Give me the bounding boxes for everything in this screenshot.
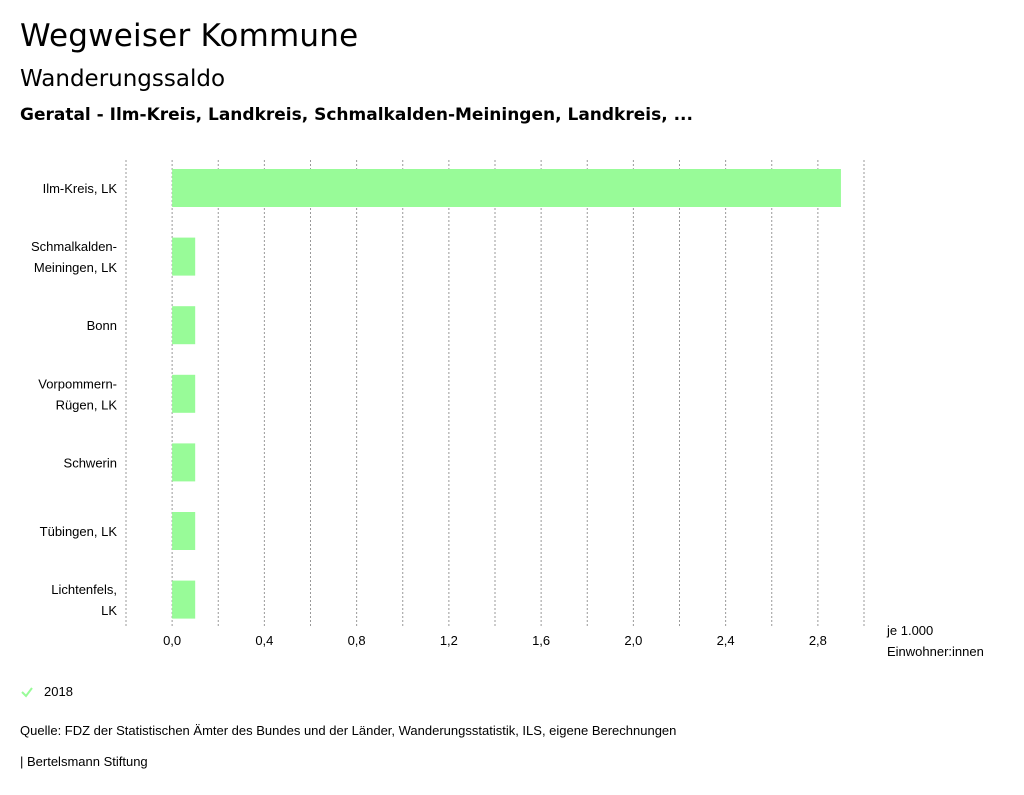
- category-label: Rügen, LK: [56, 397, 118, 412]
- bar[interactable]: [172, 512, 196, 550]
- bar[interactable]: [172, 443, 196, 482]
- bar[interactable]: [172, 306, 196, 345]
- bar[interactable]: [172, 169, 841, 207]
- tick-label: 1,6: [532, 633, 550, 648]
- category-label: Schwerin: [64, 455, 117, 470]
- bar[interactable]: [172, 580, 196, 619]
- grid-lines: [125, 160, 865, 628]
- unit-label-line: Einwohner:innen: [887, 644, 984, 659]
- category-label: Tübingen, LK: [40, 524, 118, 539]
- category-label: Meiningen, LK: [34, 260, 117, 275]
- bar[interactable]: [172, 374, 196, 413]
- source-note: Quelle: FDZ der Statistischen Ämter des …: [20, 723, 677, 738]
- tick-label: 2,8: [809, 633, 827, 648]
- bar-chart: Ilm-Kreis, LK Schmalkalden- Meiningen, LK B…: [31, 160, 984, 659]
- tick-label: 1,2: [440, 633, 458, 648]
- category-label: Ilm-Kreis, LK: [43, 181, 118, 196]
- tick-label: 0,8: [348, 633, 366, 648]
- check-icon: [21, 686, 33, 698]
- unit-label-line: je 1.000: [886, 623, 933, 638]
- tick-label: 2,4: [717, 633, 735, 648]
- category-labels: Ilm-Kreis, LK Schmalkalden- Meiningen, LK B…: [31, 181, 117, 618]
- category-label: Schmalkalden-: [31, 239, 117, 254]
- category-label: Lichtenfels,: [51, 582, 117, 597]
- unit-label: je 1.000 Einwohner:innen: [886, 623, 984, 659]
- tick-labels: 0,0 0,4 0,8 1,2 1,6 2,0 2,4 2,8: [163, 633, 827, 648]
- category-label: Bonn: [87, 318, 117, 333]
- tick-label: 0,0: [163, 633, 181, 648]
- chart-title: Wegweiser Kommune: [20, 18, 359, 54]
- legend[interactable]: 2018: [20, 684, 73, 699]
- tick-label: 0,4: [255, 633, 273, 648]
- bars: [172, 169, 841, 619]
- legend-label: 2018: [44, 684, 73, 699]
- category-label: Vorpommern-: [38, 376, 117, 391]
- chart-context: Geratal - Ilm-Kreis, Landkreis, Schmalka…: [20, 105, 693, 125]
- tick-label: 2,0: [624, 633, 642, 648]
- category-label: LK: [101, 603, 117, 618]
- chart-subtitle: Wanderungssaldo: [20, 66, 226, 92]
- bar[interactable]: [172, 237, 196, 276]
- brand-note: | Bertelsmann Stiftung: [20, 754, 148, 769]
